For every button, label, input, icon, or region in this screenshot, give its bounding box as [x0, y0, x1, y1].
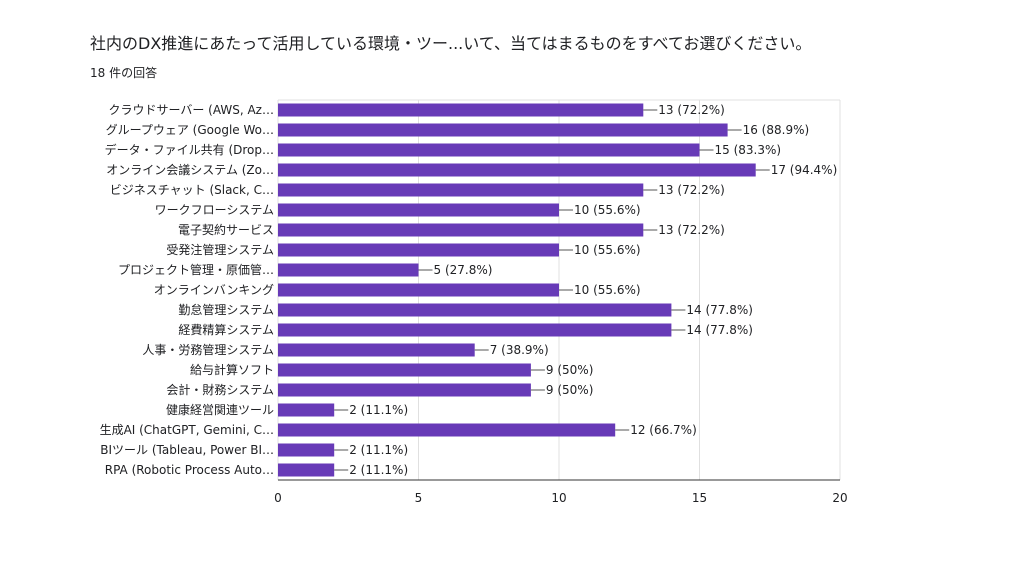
data-label: 16 (88.9%) [743, 123, 810, 137]
data-label: 2 (11.1%) [349, 443, 408, 457]
data-label: 9 (50%) [546, 383, 593, 397]
category-label: クラウドサーバー (AWS, Az… [108, 103, 274, 117]
category-label: 電子契約サービス [178, 222, 274, 237]
bar [278, 303, 672, 317]
category-label: 勤怠管理システム [178, 302, 274, 317]
bar [278, 443, 335, 457]
data-label: 14 (77.8%) [686, 323, 753, 337]
response-count: 18 件の回答 [90, 66, 158, 80]
data-label: 10 (55.6%) [574, 203, 641, 217]
category-label: プロジェクト管理・原価管… [118, 262, 274, 277]
bar [278, 223, 644, 237]
bar [278, 423, 616, 437]
category-label: グループウェア (Google Wo… [106, 123, 274, 137]
category-label: ビジネスチャット (Slack, C… [110, 183, 274, 197]
category-label: 給与計算ソフト [190, 362, 274, 377]
category-label: 生成AI (ChatGPT, Gemini, C… [100, 423, 274, 437]
bar [278, 323, 672, 337]
bar [278, 103, 644, 117]
data-label: 2 (11.1%) [349, 403, 408, 417]
data-label: 12 (66.7%) [630, 423, 697, 437]
data-label: 10 (55.6%) [574, 243, 641, 257]
bar [278, 163, 756, 177]
x-tick-label: 10 [551, 491, 566, 505]
category-label: 会計・財務システム [166, 382, 274, 397]
bar [278, 363, 531, 377]
bar [278, 383, 531, 397]
bar [278, 123, 728, 137]
data-label: 10 (55.6%) [574, 283, 641, 297]
x-tick-label: 20 [832, 491, 847, 505]
bar [278, 243, 559, 257]
data-label: 13 (72.2%) [658, 183, 725, 197]
bar [278, 463, 335, 477]
bar [278, 403, 335, 417]
category-label: ワークフローシステム [155, 203, 274, 217]
bar [278, 203, 559, 217]
category-label: RPA (Robotic Process Auto… [105, 463, 274, 477]
data-label: 13 (72.2%) [658, 103, 725, 117]
category-label: 健康経営関連ツール [166, 402, 274, 417]
category-label: BIツール (Tableau, Power BI… [100, 443, 274, 457]
category-label: オンラインバンキング [154, 283, 274, 297]
category-label: 受発注管理システム [166, 242, 274, 257]
category-label: オンライン会議システム (Zo… [106, 163, 274, 177]
data-label: 17 (94.4%) [771, 163, 838, 177]
category-label: 経費精算システム [178, 322, 274, 337]
x-tick-label: 15 [692, 491, 707, 505]
bar [278, 143, 700, 157]
bar [278, 343, 475, 357]
category-label: データ・ファイル共有 (Drop… [105, 142, 274, 157]
data-label: 5 (27.8%) [434, 263, 493, 277]
x-tick-label: 5 [415, 491, 423, 505]
data-label: 9 (50%) [546, 363, 593, 377]
data-label: 15 (83.3%) [715, 143, 782, 157]
data-label: 13 (72.2%) [658, 223, 725, 237]
data-label: 2 (11.1%) [349, 463, 408, 477]
x-tick-label: 0 [274, 491, 282, 505]
bar [278, 263, 419, 277]
bar [278, 283, 559, 297]
data-label: 14 (77.8%) [686, 303, 753, 317]
data-label: 7 (38.9%) [490, 343, 549, 357]
chart-header: 社内のDX推進にあたって活用している環境・ツー...いて、当てはまるものをすべて… [90, 30, 1010, 81]
category-label: 人事・労務管理システム [142, 342, 274, 357]
chart-title: 社内のDX推進にあたって活用している環境・ツー...いて、当てはまるものをすべて… [90, 34, 812, 53]
bar [278, 183, 644, 197]
